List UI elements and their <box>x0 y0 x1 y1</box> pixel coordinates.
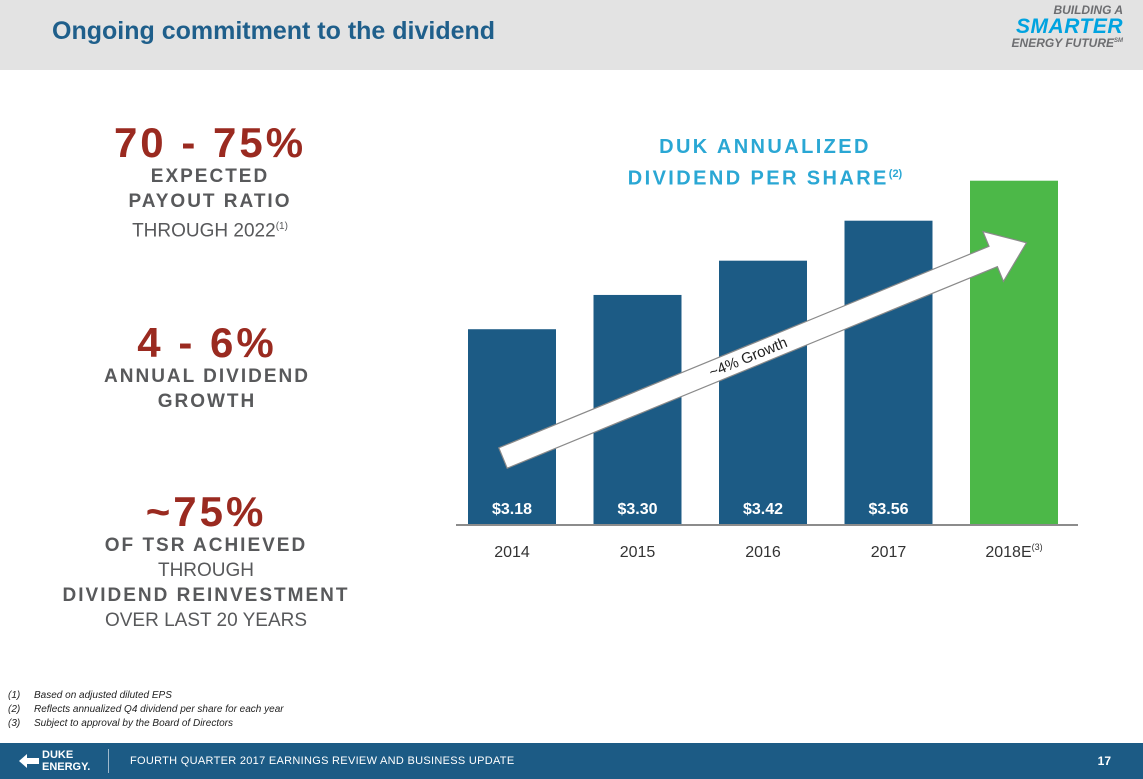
footnotes: (1) Based on adjusted diluted EPS (2) Refl… <box>8 689 284 731</box>
stat-line: THROUGH 2022 <box>132 220 276 242</box>
stat-big-number: ~75% <box>145 488 267 535</box>
stat-line-wrap: THROUGH 2022(1) <box>60 214 360 243</box>
payout-ratio-stat: 70 - 75% EXPECTED PAYOUT RATIO THROUGH 2… <box>60 122 360 243</box>
header-bar: Ongoing commitment to the dividend BUILD… <box>0 0 1143 70</box>
stat-big-number: 4 - 6% <box>137 319 277 366</box>
chart-title-line2: DIVIDEND PER SHARE <box>627 167 889 190</box>
x-tick-label-2018e: 2018E(3) <box>985 542 1042 561</box>
footnote-item: (1) Based on adjusted diluted EPS <box>8 689 284 703</box>
growth-arrow-shape <box>498 230 1028 469</box>
chart-title-line2-wrap: DIVIDEND PER SHARE(2) <box>560 161 970 193</box>
bar-2017 <box>844 220 933 524</box>
stat-line: THROUGH <box>157 560 255 581</box>
x-tick-label-2014: 2014 <box>494 544 530 561</box>
data-label-2015: $3.30 <box>617 501 657 518</box>
tsr-stat: ~75% OF TSR ACHIEVED THROUGH DIVIDEND RE… <box>56 491 356 633</box>
footer-bar: DUKE ENERGY. FOURTH QUARTER 2017 EARNING… <box>0 743 1143 779</box>
dividend-growth-stat: 4 - 6% ANNUAL DIVIDEND GROWTH <box>57 322 357 414</box>
footnote-text: Subject to approval by the Board of Dire… <box>34 718 233 729</box>
stat-footnote-ref: (1) <box>275 221 288 232</box>
chart-title: DUK ANNUALIZED DIVIDEND PER SHARE(2) <box>560 134 970 193</box>
x-tick-label-2015: 2015 <box>620 544 656 561</box>
footnote-item: (2) Reflects annualized Q4 dividend per s… <box>8 703 284 717</box>
stat-line: GROWTH <box>157 391 257 412</box>
logo-text: DUKE ENERGY. <box>42 749 90 773</box>
bar-2016 <box>719 260 807 524</box>
stat-line: ANNUAL DIVIDEND <box>104 366 310 387</box>
chart-title-footnote-ref: (2) <box>888 168 903 180</box>
stat-line: OVER LAST 20 YEARS <box>104 610 308 631</box>
bar-2018e <box>970 180 1058 524</box>
stat-line: PAYOUT RATIO <box>128 191 292 212</box>
stat-big-number: 70 - 75% <box>113 119 307 166</box>
data-label-2017: $3.56 <box>868 501 908 518</box>
tagline-logo: BUILDING A SMARTER ENERGY FUTURESM <box>1012 4 1123 49</box>
footnote-number: (2) <box>8 704 21 715</box>
stat-line: EXPECTED <box>150 166 270 187</box>
bar-2014 <box>468 329 556 524</box>
duke-energy-logo-icon <box>19 754 39 768</box>
tagline-tm: SM <box>1114 38 1123 44</box>
footnote-text: Based on adjusted diluted EPS <box>34 690 172 701</box>
footer-text: FOURTH QUARTER 2017 EARNINGS REVIEW AND … <box>130 755 515 767</box>
stat-line: OF TSR ACHIEVED <box>104 535 308 556</box>
x-tick-label-2017: 2017 <box>871 544 907 561</box>
footnote-number: (3) <box>8 718 21 729</box>
logo-text-line1: DUKE <box>42 749 74 761</box>
chart-title-line1: DUK ANNUALIZED <box>659 136 871 158</box>
tagline-line2: SMARTER <box>1016 15 1123 38</box>
x-tick-label-2016: 2016 <box>745 544 781 561</box>
footnote-item: (3) Subject to approval by the Board of D… <box>8 717 284 731</box>
footnote-number: (1) <box>8 690 21 701</box>
tagline-line3-wrap: ENERGY FUTURESM <box>1012 37 1123 49</box>
page-title: Ongoing commitment to the dividend <box>52 17 496 45</box>
stat-line: DIVIDEND REINVESTMENT <box>62 585 350 606</box>
bars-group <box>468 180 1058 524</box>
footer-divider <box>108 749 109 773</box>
data-label-2014: $3.18 <box>492 501 532 518</box>
data-label-2016: $3.42 <box>743 501 783 518</box>
x-tick-footnote-ref: (3) <box>1032 542 1043 552</box>
tagline-line3: ENERGY FUTURE <box>1011 36 1114 50</box>
page-number: 17 <box>1097 754 1111 768</box>
tagline-line1: BUILDING A <box>1053 3 1123 17</box>
logo-text-line2: ENERGY. <box>42 761 91 773</box>
footnote-text: Reflects annualized Q4 dividend per shar… <box>34 704 284 715</box>
